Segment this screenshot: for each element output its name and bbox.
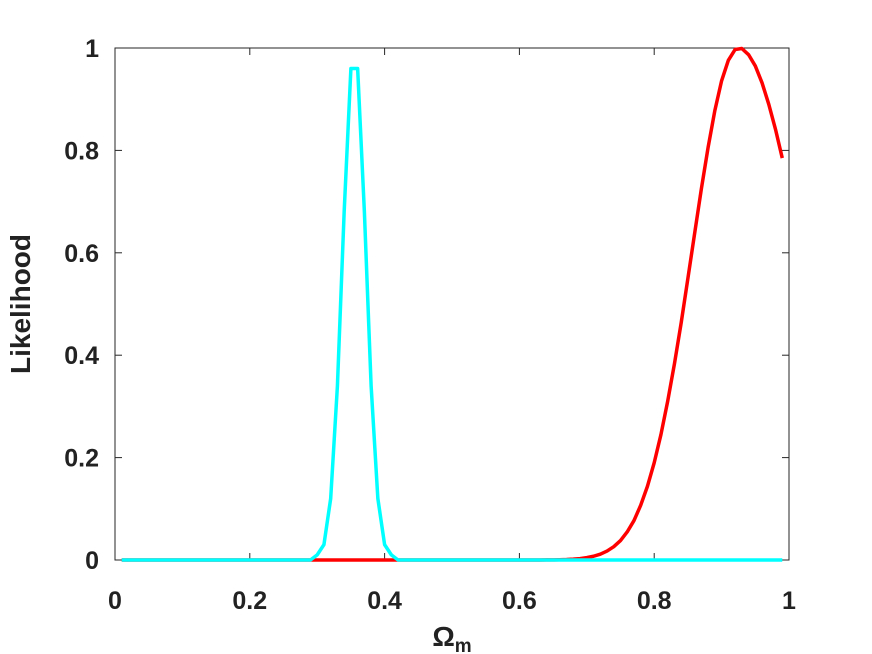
x-tick-label: 0.6 bbox=[502, 587, 537, 615]
x-tick-label: 0.4 bbox=[367, 587, 402, 615]
y-tick-label: 0.8 bbox=[64, 137, 99, 165]
y-tick-label: 0.6 bbox=[64, 240, 99, 268]
y-tick-label: 1 bbox=[85, 35, 99, 63]
plot-area bbox=[114, 47, 790, 561]
x-axis-label-subscript: m bbox=[455, 636, 472, 654]
x-tick-label: 0.2 bbox=[232, 587, 267, 615]
y-tick-label: 0.2 bbox=[64, 445, 99, 473]
series-line bbox=[121, 66, 783, 562]
y-axis-label: Likelihood bbox=[5, 234, 36, 374]
y-tick-label: 0.4 bbox=[64, 342, 99, 370]
x-tick-label: 0 bbox=[108, 587, 122, 615]
x-tick-label: 0.8 bbox=[637, 587, 672, 615]
x-axis-label: Ωm bbox=[432, 621, 471, 654]
y-tick-label: 0 bbox=[85, 547, 99, 575]
x-axis-label-main: Ω bbox=[432, 621, 454, 652]
x-tick-label: 1 bbox=[782, 587, 796, 615]
